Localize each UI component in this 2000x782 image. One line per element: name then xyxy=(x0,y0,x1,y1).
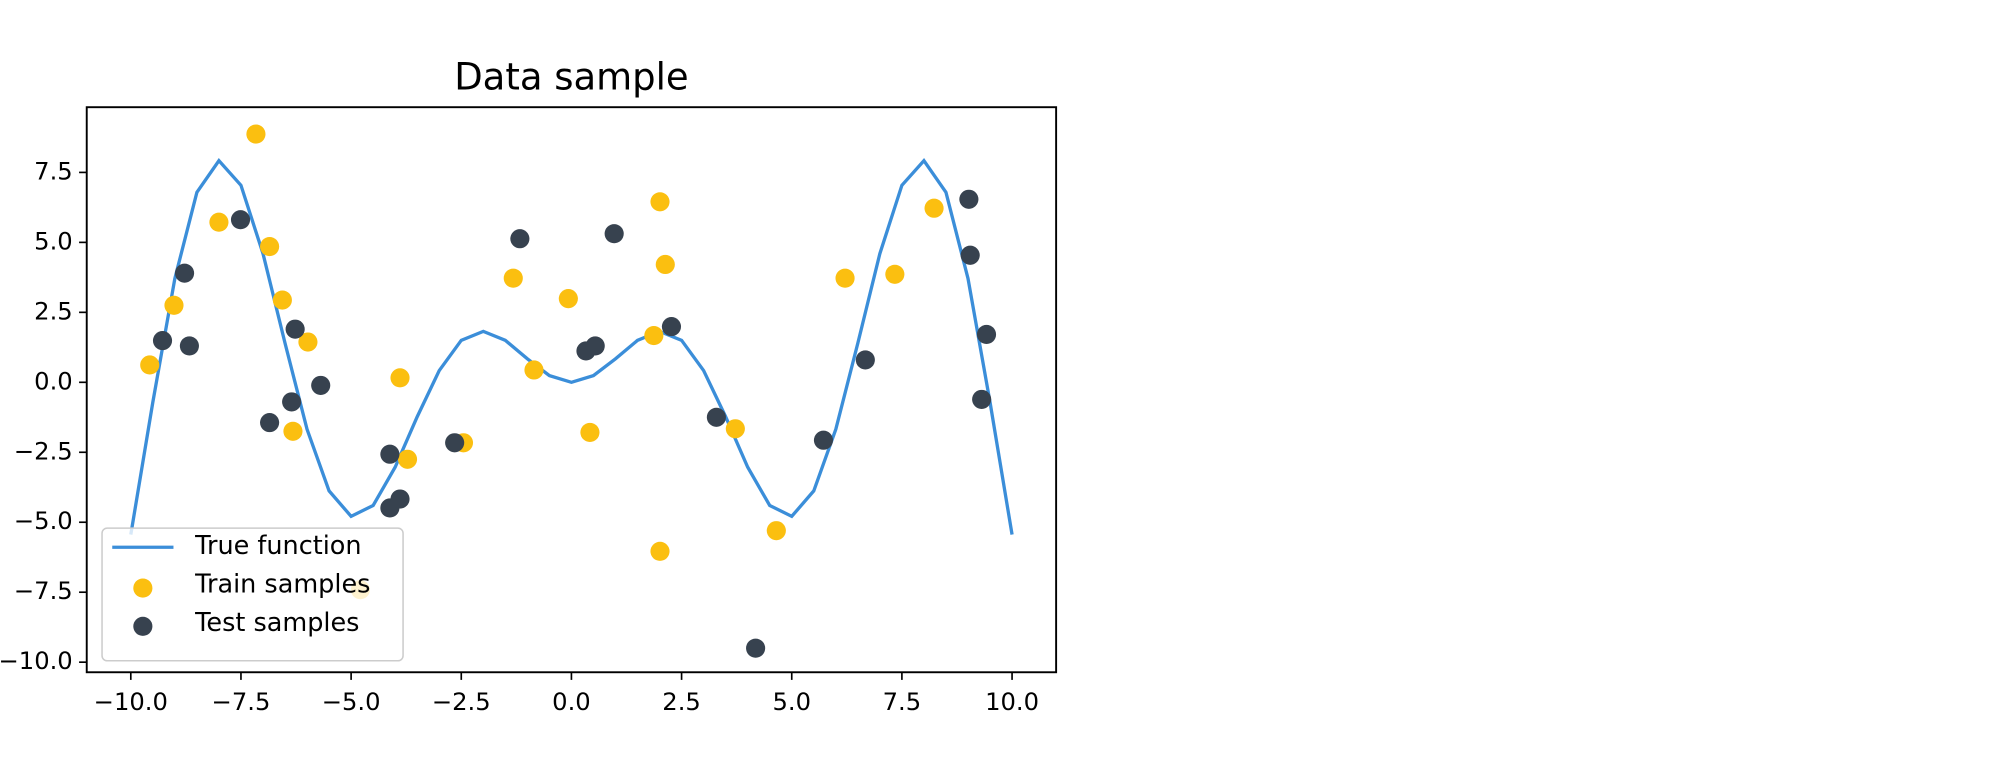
legend-marker xyxy=(133,578,153,598)
scatter-point xyxy=(140,355,160,375)
scatter-point xyxy=(959,189,979,209)
scatter-point xyxy=(272,290,292,310)
scatter-point xyxy=(924,198,944,218)
legend-label: Test samples xyxy=(194,608,359,638)
y-tick-label: −10.0 xyxy=(0,647,73,675)
legend-label: True function xyxy=(194,531,361,561)
scatter-point xyxy=(885,264,905,284)
scatter-point xyxy=(976,324,997,345)
scatter-point xyxy=(311,375,331,395)
scatter-point xyxy=(209,212,229,232)
scatter-point xyxy=(580,422,600,442)
y-tick-label: 0.0 xyxy=(34,367,73,395)
x-tick-label: 7.5 xyxy=(883,688,922,716)
scatter-point xyxy=(260,413,280,433)
scatter-point xyxy=(855,350,875,370)
scatter-point xyxy=(503,268,523,288)
scatter-point xyxy=(298,332,318,352)
scatter-point xyxy=(706,407,726,427)
axes-frame xyxy=(85,106,1058,674)
scatter-point xyxy=(390,368,410,388)
scatter-point xyxy=(960,245,980,265)
y-tick-label: −7.5 xyxy=(14,577,73,605)
scatter-point xyxy=(650,541,670,561)
scatter-point xyxy=(650,192,670,212)
x-tick-label: −2.5 xyxy=(432,688,491,716)
scatter-point xyxy=(524,360,544,380)
scatter-point xyxy=(510,229,530,249)
scatter-point xyxy=(179,336,199,356)
scatter-point xyxy=(397,449,418,469)
x-tick-label: 0.0 xyxy=(552,688,591,716)
scatter-point xyxy=(152,331,173,351)
scatter-point xyxy=(813,430,834,450)
scatter-point xyxy=(282,392,302,412)
scatter-point xyxy=(260,237,280,257)
scatter-point xyxy=(390,489,410,509)
x-tick-label: −7.5 xyxy=(212,688,271,716)
scatter-point xyxy=(644,326,664,346)
x-tick-label: 10.0 xyxy=(985,688,1039,716)
chart-title: Data sample xyxy=(454,56,688,99)
scatter-point xyxy=(661,317,682,337)
legend-box xyxy=(101,527,404,662)
scatter-point xyxy=(585,336,605,356)
scatter-point xyxy=(655,254,675,275)
scatter-point xyxy=(746,638,766,658)
scatter-point xyxy=(445,433,465,453)
scatter-point xyxy=(230,210,251,230)
scatter-point xyxy=(604,224,624,244)
x-tick-label: 2.5 xyxy=(662,688,701,716)
scatter-point xyxy=(174,263,195,283)
scatter-point xyxy=(164,295,184,315)
y-tick-label: −5.0 xyxy=(14,507,73,535)
legend-label: Train samples xyxy=(194,570,370,600)
legend-marker xyxy=(133,616,153,636)
y-tick-label: 2.5 xyxy=(34,297,73,325)
x-tick-label: −5.0 xyxy=(322,688,381,716)
scatter-point xyxy=(835,268,855,288)
scatter-point xyxy=(972,389,992,409)
y-tick-label: −2.5 xyxy=(14,437,73,465)
scatter-point xyxy=(558,289,578,309)
y-tick-label: 7.5 xyxy=(34,157,73,185)
x-tick-label: −10.0 xyxy=(94,688,168,716)
scatter-point xyxy=(246,124,266,144)
x-tick-label: 5.0 xyxy=(772,688,811,716)
scatter-point xyxy=(380,444,400,464)
scatter-point xyxy=(766,521,786,541)
true-function-line xyxy=(129,157,1014,535)
scatter-point xyxy=(285,319,305,339)
y-tick-label: 5.0 xyxy=(34,227,73,255)
scatter-point xyxy=(725,419,745,439)
scatter-point xyxy=(283,421,303,441)
